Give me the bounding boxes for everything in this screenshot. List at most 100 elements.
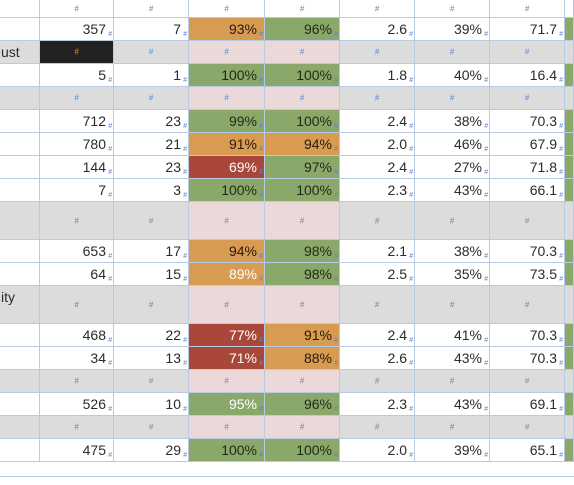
table-cell[interactable]: 97% # [265,156,340,179]
table-cell[interactable]: 2.4 # [340,110,415,133]
table-cell[interactable] [565,0,574,18]
table-cell[interactable]: 96% # [265,18,340,41]
table-cell[interactable]: # [189,41,265,64]
table-cell[interactable] [565,110,574,133]
row-label-cell[interactable] [0,240,40,263]
table-cell[interactable]: 71% # [189,347,265,370]
table-cell[interactable]: 70.3 # [490,347,565,370]
table-cell[interactable]: 77% # [189,324,265,347]
table-cell[interactable]: # [415,416,490,439]
table-cell[interactable]: 144 # [40,156,114,179]
table-cell[interactable]: 35% # [415,263,490,286]
table-cell[interactable] [565,202,574,240]
table-cell[interactable]: # [265,202,340,240]
table-cell[interactable]: # [40,286,114,324]
table-cell[interactable]: # [415,286,490,324]
row-label-cell[interactable] [0,133,40,156]
table-cell[interactable]: 46% # [415,133,490,156]
table-cell[interactable]: 66.1 # [490,179,565,202]
table-cell[interactable]: # [490,0,565,18]
table-cell[interactable]: 357 # [40,18,114,41]
table-cell[interactable]: 67.9 # [490,133,565,156]
table-cell[interactable]: # [340,286,415,324]
table-cell[interactable]: # [340,87,415,110]
table-cell[interactable]: 2.3 # [340,393,415,416]
row-label-cell[interactable] [0,110,40,133]
table-cell[interactable]: 69% # [189,156,265,179]
table-cell[interactable]: 65.1 # [490,439,565,462]
table-cell[interactable]: # [490,41,565,64]
table-cell[interactable]: 100% # [189,64,265,87]
table-cell[interactable] [565,64,574,87]
table-cell[interactable]: # [265,87,340,110]
table-cell[interactable]: # [40,0,114,18]
table-cell[interactable]: # [490,87,565,110]
table-cell[interactable]: 70.3 # [490,110,565,133]
row-label-cell[interactable] [0,156,40,179]
row-label-cell[interactable] [0,416,40,439]
table-cell[interactable]: # [340,0,415,18]
row-label-cell[interactable] [0,347,40,370]
table-cell[interactable]: # [415,87,490,110]
table-cell[interactable]: # [340,202,415,240]
row-label-cell[interactable]: ity [0,286,40,324]
table-cell[interactable]: 2.6 # [340,347,415,370]
table-cell[interactable]: # [40,87,114,110]
table-cell[interactable]: # [40,41,114,64]
table-cell[interactable]: 40% # [415,64,490,87]
table-cell[interactable]: # [189,370,265,393]
table-cell[interactable] [565,179,574,202]
table-cell[interactable]: 39% # [415,439,490,462]
table-cell[interactable]: 43% # [415,393,490,416]
table-cell[interactable]: 98% # [265,240,340,263]
table-cell[interactable]: 16.4 # [490,64,565,87]
table-cell[interactable]: # [114,87,189,110]
table-cell[interactable]: 64 # [40,263,114,286]
table-cell[interactable]: 98% # [265,263,340,286]
row-label-cell[interactable] [0,393,40,416]
table-cell[interactable]: 526 # [40,393,114,416]
table-cell[interactable]: 100% # [189,439,265,462]
table-cell[interactable]: 100% # [189,179,265,202]
table-cell[interactable] [565,133,574,156]
table-cell[interactable]: 10 # [114,393,189,416]
table-cell[interactable]: 2.0 # [340,439,415,462]
table-cell[interactable]: 7 # [114,18,189,41]
table-cell[interactable]: # [114,416,189,439]
table-cell[interactable]: 94% # [189,240,265,263]
table-cell[interactable]: 22 # [114,324,189,347]
table-cell[interactable]: 43% # [415,347,490,370]
table-cell[interactable]: # [415,202,490,240]
table-cell[interactable]: 38% # [415,110,490,133]
table-cell[interactable]: 17 # [114,240,189,263]
table-cell[interactable]: 91% # [265,324,340,347]
table-cell[interactable]: # [189,0,265,18]
table-cell[interactable]: 2.5 # [340,263,415,286]
table-cell[interactable]: # [114,370,189,393]
table-cell[interactable] [565,324,574,347]
table-cell[interactable]: # [415,370,490,393]
table-cell[interactable]: 71.8 # [490,156,565,179]
row-label-cell[interactable] [0,202,40,240]
table-cell[interactable]: 93% # [189,18,265,41]
table-cell[interactable]: # [490,202,565,240]
row-label-cell[interactable] [0,87,40,110]
table-cell[interactable] [565,18,574,41]
table-cell[interactable]: # [490,416,565,439]
table-cell[interactable] [565,41,574,64]
table-cell[interactable]: 99% # [189,110,265,133]
table-cell[interactable] [565,156,574,179]
table-cell[interactable] [565,240,574,263]
row-label-cell[interactable] [0,439,40,462]
table-cell[interactable]: # [340,370,415,393]
table-cell[interactable]: 7 # [40,179,114,202]
table-cell[interactable]: 712 # [40,110,114,133]
table-cell[interactable]: 780 # [40,133,114,156]
table-cell[interactable] [565,87,574,110]
row-label-cell[interactable] [0,0,40,18]
row-label-cell[interactable] [0,370,40,393]
table-cell[interactable]: 71.7 # [490,18,565,41]
table-cell[interactable]: 39% # [415,18,490,41]
table-cell[interactable]: # [340,41,415,64]
table-cell[interactable]: 43% # [415,179,490,202]
